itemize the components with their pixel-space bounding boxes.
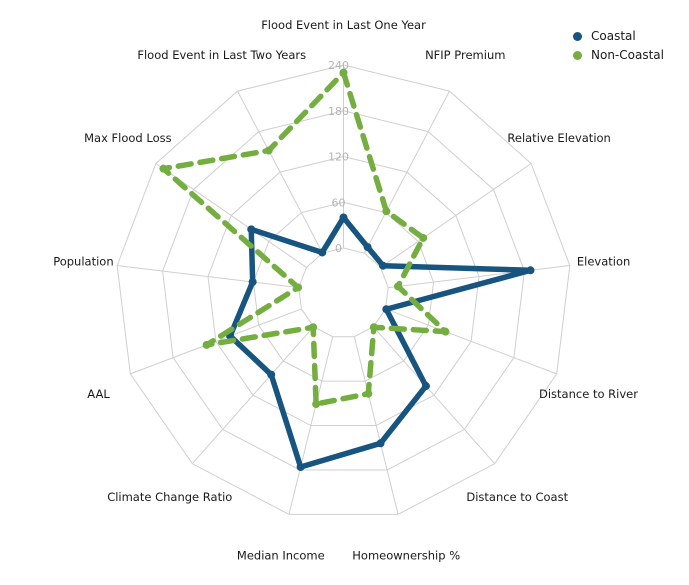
grid-spoke-10 bbox=[117, 265, 299, 289]
grid-spoke-6 bbox=[353, 336, 399, 515]
radial-tick-180: 180 bbox=[328, 105, 349, 118]
point-coastal-10 bbox=[248, 277, 257, 286]
radial-tick-120: 120 bbox=[328, 151, 349, 164]
radial-tick-240: 240 bbox=[328, 59, 349, 72]
legend-label-non-coastal: Non-Coastal bbox=[591, 48, 664, 62]
radial-tick-60: 60 bbox=[332, 196, 346, 209]
point-coastal-2 bbox=[379, 261, 388, 270]
point-non-coastal-12 bbox=[264, 146, 273, 155]
point-coastal-4 bbox=[382, 305, 391, 314]
grid-spoke-7 bbox=[288, 336, 334, 515]
point-coastal-5 bbox=[421, 382, 430, 391]
grid-ring-180 bbox=[162, 110, 525, 471]
axis-labels: 0 60 120 180 240 Flood Event in Last One Year… bbox=[53, 18, 638, 562]
series-layer bbox=[159, 68, 535, 471]
point-non-coastal-11 bbox=[159, 164, 168, 173]
point-non-coastal-6 bbox=[364, 389, 373, 398]
point-coastal-3 bbox=[526, 266, 535, 275]
legend-item-non-coastal[interactable]: Non-Coastal bbox=[573, 48, 664, 62]
axis-label-8: Climate Change Ratio bbox=[107, 490, 232, 504]
legend: Coastal Non-Coastal bbox=[573, 29, 664, 62]
axis-label-9: AAL bbox=[87, 387, 110, 401]
point-coastal-0 bbox=[339, 213, 348, 222]
point-non-coastal-5 bbox=[369, 323, 378, 332]
point-non-coastal-8 bbox=[309, 323, 318, 332]
radial-tick-0: 0 bbox=[335, 242, 342, 255]
grid-spoke-4 bbox=[385, 308, 557, 375]
axis-label-0: Flood Event in Last One Year bbox=[261, 18, 426, 32]
series-line-coastal bbox=[227, 214, 534, 470]
axis-label-11: Max Flood Loss bbox=[84, 131, 172, 145]
point-non-coastal-3 bbox=[394, 282, 403, 291]
point-coastal-1 bbox=[363, 243, 372, 252]
point-non-coastal-10 bbox=[294, 283, 303, 292]
axis-label-10: Population bbox=[53, 254, 113, 268]
point-non-coastal-0 bbox=[339, 68, 348, 77]
axis-label-2: Relative Elevation bbox=[507, 131, 610, 145]
axis-label-6: Homeownership % bbox=[352, 548, 460, 562]
axis-label-1: NFIP Premium bbox=[425, 48, 505, 62]
legend-item-coastal[interactable]: Coastal bbox=[573, 29, 664, 43]
point-non-coastal-9 bbox=[202, 340, 211, 349]
grid-spoke-2 bbox=[380, 163, 532, 268]
non-coastal-marker-icon bbox=[573, 50, 582, 60]
point-coastal-8 bbox=[267, 370, 276, 379]
point-coastal-11 bbox=[247, 225, 256, 234]
grid-spoke-3 bbox=[388, 265, 570, 289]
grid-spoke-9 bbox=[130, 308, 302, 375]
grid-spoke-8 bbox=[191, 326, 315, 464]
coastal-marker-icon bbox=[573, 31, 582, 41]
axis-label-12: Flood Event in Last Two Years bbox=[137, 48, 306, 62]
grid-ring-0 bbox=[298, 247, 389, 338]
point-non-coastal-2 bbox=[419, 233, 428, 242]
series-line-non-coastal bbox=[160, 69, 449, 407]
point-coastal-12 bbox=[318, 248, 327, 257]
point-non-coastal-7 bbox=[312, 400, 321, 409]
point-coastal-7 bbox=[296, 462, 305, 471]
point-non-coastal-4 bbox=[441, 327, 450, 336]
grid-spoke-5 bbox=[372, 326, 496, 464]
grid-ring-240 bbox=[116, 64, 571, 515]
axis-label-3: Elevation bbox=[577, 254, 630, 268]
axis-label-4: Distance to River bbox=[539, 387, 638, 401]
axis-label-7: Median Income bbox=[237, 548, 325, 562]
polar-grid bbox=[116, 64, 571, 515]
point-coastal-6 bbox=[376, 439, 385, 448]
grid-spoke-1 bbox=[363, 90, 450, 254]
grid-spoke-12 bbox=[237, 90, 324, 254]
point-non-coastal-1 bbox=[382, 207, 391, 216]
legend-label-coastal: Coastal bbox=[591, 29, 636, 43]
axis-label-5: Distance to Coast bbox=[466, 490, 568, 504]
